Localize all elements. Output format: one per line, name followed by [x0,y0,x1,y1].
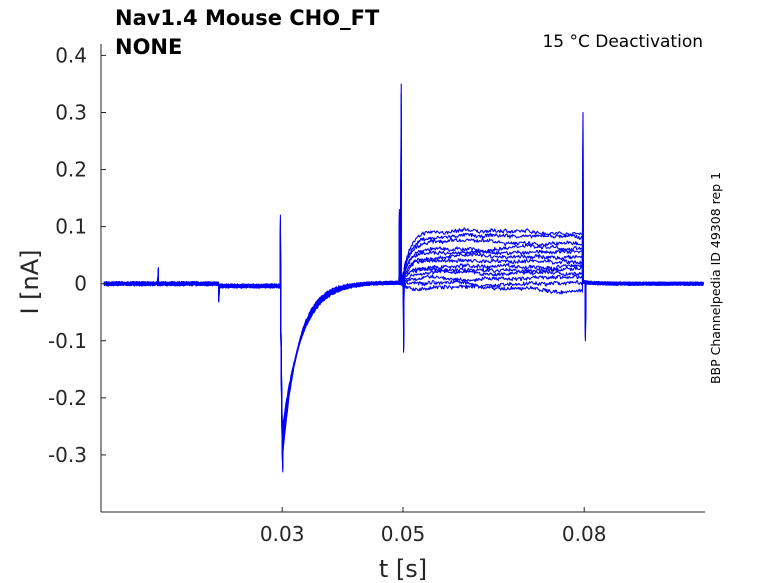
y-tick-label: -0.2 [48,386,87,410]
y-tick-label: 0.3 [55,100,87,124]
y-tick-label: -0.3 [48,443,87,467]
tick-group: 0.4 0.3 0.2 0.1 0 -0.1 -0.2 -0.3 0.03 0.05 0.08 [48,43,606,546]
trace-group [103,83,704,473]
series-line [103,83,704,432]
y-tick-label: 0.2 [55,158,87,182]
y-axis-label: I [nA] [16,249,44,314]
channelpedia-id-label: BBP Channelpedia ID 49308 rep 1 [708,172,723,384]
x-tick-label: 0.08 [562,522,607,546]
temperature-annotation: 15 °C Deactivation [542,32,703,52]
x-tick-label: 0.03 [260,522,305,546]
y-tick-label: 0.1 [55,215,87,239]
y-tick-label: -0.1 [48,329,87,353]
series-line [103,93,704,435]
x-tick-label: 0.05 [381,522,426,546]
chart-title-line2: NONE [115,35,182,59]
y-tick-label: 0.4 [55,43,87,67]
y-tick-label: 0 [74,272,87,296]
chart-title-line1: Nav1.4 Mouse CHO_FT [115,6,380,30]
x-axis-label: t [s] [379,555,427,583]
